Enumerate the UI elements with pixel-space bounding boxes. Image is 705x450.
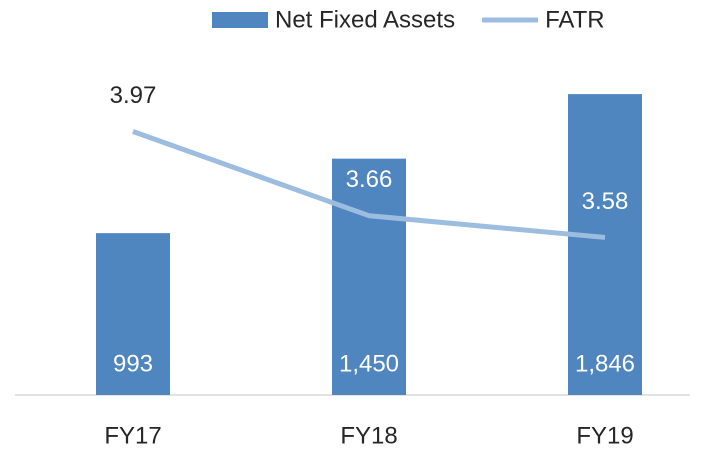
x-tick-label: FY18 xyxy=(340,422,397,449)
line-value-label: 3.97 xyxy=(110,82,157,109)
line-value-label: 3.58 xyxy=(582,188,629,215)
legend-swatch xyxy=(212,12,268,28)
bar-value-label: 1,846 xyxy=(575,350,635,377)
line-value-label: 3.66 xyxy=(346,166,393,193)
bar-value-label: 993 xyxy=(113,350,153,377)
bar xyxy=(332,158,406,395)
line xyxy=(132,129,606,240)
x-tick-label: FY19 xyxy=(576,422,633,449)
legend-label: FATR xyxy=(545,6,605,33)
legend-label: Net Fixed Assets xyxy=(275,6,455,33)
bar-value-label: 1,450 xyxy=(339,350,399,377)
bar xyxy=(568,94,642,396)
bar xyxy=(96,233,170,395)
x-tick-label: FY17 xyxy=(104,422,161,449)
